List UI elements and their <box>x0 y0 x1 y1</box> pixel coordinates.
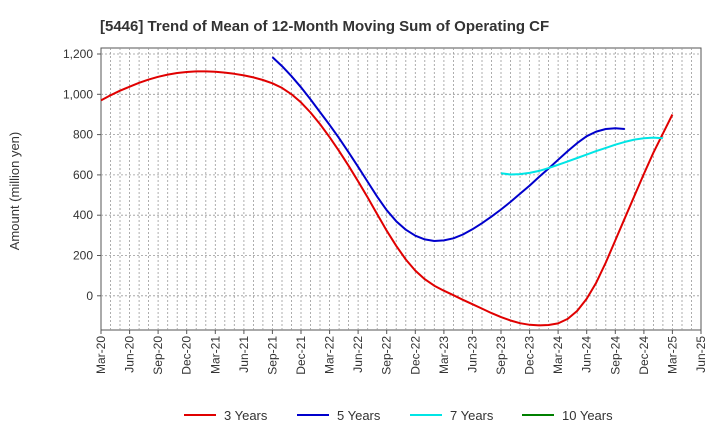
x-tick-label: Jun-24 <box>580 336 594 373</box>
series-line-7-years <box>500 136 663 176</box>
horizontal-gridlines <box>101 53 701 297</box>
x-tick-label: Jun-22 <box>351 336 365 373</box>
series-line-3-years <box>100 70 674 327</box>
x-tick-label: Mar-24 <box>551 336 565 374</box>
y-axis-label: Amount (million yen) <box>7 132 22 251</box>
y-tick-label: 600 <box>73 168 93 182</box>
x-tick-label: Sep-21 <box>265 336 279 375</box>
x-tick-label: Jun-23 <box>465 336 479 373</box>
x-tick-label: Dec-24 <box>637 336 651 375</box>
chart-title: [5446] Trend of Mean of 12-Month Moving … <box>100 18 549 35</box>
vertical-gridlines <box>110 48 692 330</box>
x-tick-label: Sep-20 <box>151 336 165 375</box>
x-tick-label: Mar-25 <box>665 336 679 374</box>
y-tick-label: 1,200 <box>63 47 93 61</box>
x-tick-label: Sep-22 <box>380 336 394 375</box>
x-tick-label: Dec-23 <box>523 336 537 375</box>
legend-label: 3 Years <box>224 408 268 423</box>
x-tick-label: Sep-23 <box>494 336 508 375</box>
y-tick-label: 1,000 <box>63 87 93 101</box>
x-tick-label: Jun-21 <box>237 336 251 373</box>
x-tick-label: Jun-20 <box>123 336 137 373</box>
legend-label: 10 Years <box>562 408 613 423</box>
y-tick-label: 200 <box>73 249 93 263</box>
legend-label: 5 Years <box>337 408 381 423</box>
x-tick-label: Mar-20 <box>94 336 108 374</box>
x-tick-label: Mar-23 <box>437 336 451 374</box>
y-axis-tick-labels: 0 200 400 600 800 1,000 1,200 <box>63 47 101 303</box>
x-axis-tick-labels: Mar-20 Jun-20 Sep-20 Dec-20 Mar-21 Jun-21 Sep-… <box>94 330 708 375</box>
y-tick-label: 800 <box>73 128 93 142</box>
x-tick-label: Dec-21 <box>294 336 308 375</box>
legend-label: 7 Years <box>450 408 494 423</box>
x-tick-label: Mar-21 <box>208 336 222 374</box>
x-tick-label: Jun-25 <box>694 336 708 373</box>
legend: 3 Years 5 Years 7 Years 10 Years <box>184 408 613 423</box>
plot-area <box>100 47 702 331</box>
x-tick-label: Dec-22 <box>408 336 422 375</box>
series-lines <box>100 56 674 327</box>
x-tick-label: Sep-24 <box>608 336 622 375</box>
x-tick-label: Mar-22 <box>323 336 337 374</box>
x-tick-label: Dec-20 <box>180 336 194 375</box>
y-tick-label: 400 <box>73 208 93 222</box>
y-tick-label: 0 <box>86 289 93 303</box>
series-line-5-years <box>271 56 625 242</box>
